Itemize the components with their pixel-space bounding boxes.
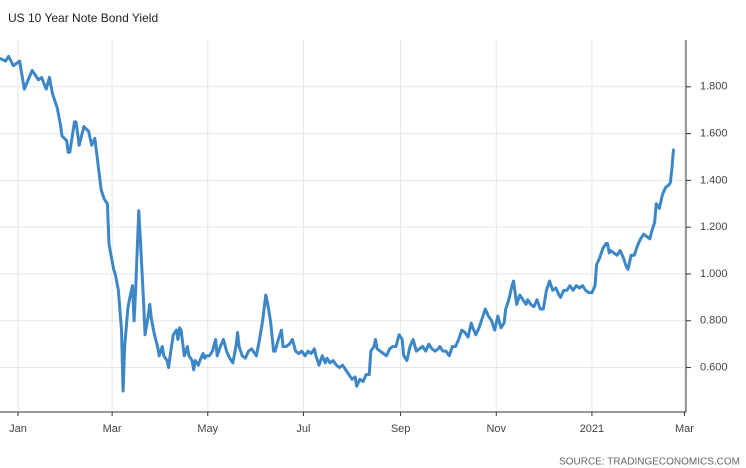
y-tick-label: 1.800 bbox=[700, 81, 728, 93]
data-line bbox=[0, 54, 675, 393]
x-tick-label: Sep bbox=[391, 423, 411, 435]
x-tick-label: Mar bbox=[103, 423, 122, 435]
chart-title: US 10 Year Note Bond Yield bbox=[8, 11, 158, 25]
y-tick-label: 1.400 bbox=[700, 174, 728, 186]
y-tick-label: 0.600 bbox=[700, 361, 728, 373]
y-tick-label: 0.800 bbox=[700, 315, 728, 327]
x-tick-label: May bbox=[197, 423, 218, 435]
y-tick-label: 1.200 bbox=[700, 221, 728, 233]
y-tick-label: 1.600 bbox=[700, 127, 728, 139]
y-tick-label: 1.000 bbox=[700, 268, 728, 280]
x-tick-label: Jan bbox=[9, 423, 27, 435]
x-tick-label: 2021 bbox=[580, 423, 604, 435]
source-note: SOURCE: TRADINGECONOMICS.COM bbox=[559, 457, 740, 468]
x-tick-label: Jul bbox=[296, 423, 310, 435]
x-tick-label: Nov bbox=[486, 423, 506, 435]
x-tick-label: Mar bbox=[675, 423, 694, 435]
